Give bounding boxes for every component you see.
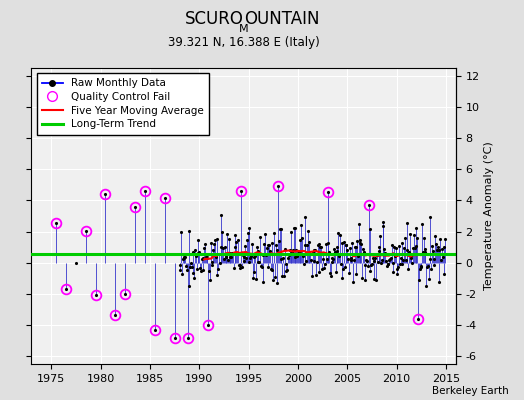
Text: SCURO: SCURO [185, 10, 244, 28]
Legend: Raw Monthly Data, Quality Control Fail, Five Year Moving Average, Long-Term Tren: Raw Monthly Data, Quality Control Fail, … [37, 73, 209, 134]
Text: M: M [239, 24, 248, 34]
Text: OUNTAIN: OUNTAIN [244, 10, 319, 28]
Text: Berkeley Earth: Berkeley Earth [432, 386, 508, 396]
Y-axis label: Temperature Anomaly (°C): Temperature Anomaly (°C) [484, 142, 494, 290]
Text: 39.321 N, 16.388 E (Italy): 39.321 N, 16.388 E (Italy) [168, 36, 320, 49]
